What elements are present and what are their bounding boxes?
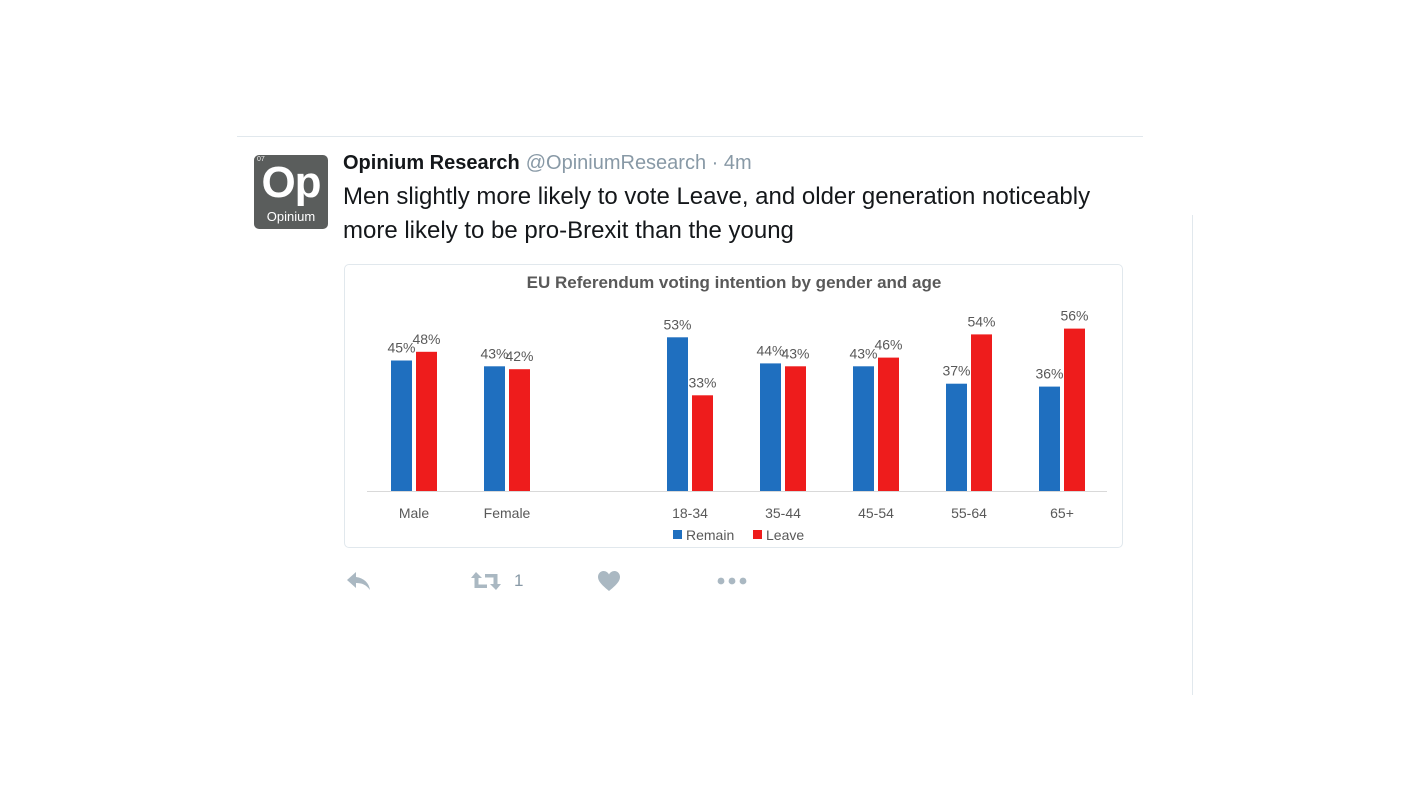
x-tick-label: 65+ bbox=[1050, 505, 1074, 521]
bar-remain-45-54 bbox=[853, 366, 874, 491]
data-label-remain-65+: 36% bbox=[1035, 366, 1063, 382]
retweet-icon bbox=[471, 572, 501, 590]
display-name[interactable]: Opinium Research bbox=[343, 152, 520, 174]
data-label-leave-female: 42% bbox=[505, 348, 533, 364]
timestamp[interactable]: 4m bbox=[723, 152, 752, 174]
data-label-leave-18-34: 33% bbox=[688, 374, 716, 390]
data-label-leave-55-64: 54% bbox=[967, 313, 995, 329]
like-button[interactable] bbox=[596, 566, 622, 596]
data-label-leave-65+: 56% bbox=[1060, 308, 1088, 324]
bar-leave-18-34 bbox=[692, 395, 713, 491]
tweet-header: Opinium Research @OpiniumResearch · 4m bbox=[343, 152, 752, 176]
data-label-leave-35-44: 43% bbox=[781, 345, 809, 361]
tweet-media[interactable]: EU Referendum voting intention by gender… bbox=[344, 264, 1123, 548]
bar-leave-female bbox=[509, 369, 530, 491]
data-label-remain-45-54: 43% bbox=[849, 345, 877, 361]
legend-swatch-leave bbox=[753, 530, 762, 539]
bar-remain-18-34 bbox=[667, 337, 688, 491]
avatar-name: Opinium bbox=[266, 209, 316, 224]
separator: · bbox=[711, 152, 719, 174]
bar-leave-male bbox=[416, 351, 437, 491]
chart-title: EU Referendum voting intention by gender… bbox=[527, 273, 942, 292]
bar-leave-55-64 bbox=[971, 334, 992, 491]
more-icon bbox=[717, 577, 747, 585]
bar-remain-55-64 bbox=[946, 383, 967, 491]
top-divider bbox=[237, 136, 1143, 137]
bar-leave-35-44 bbox=[785, 366, 806, 491]
bar-remain-65+ bbox=[1039, 386, 1060, 491]
data-label-remain-female: 43% bbox=[480, 345, 508, 361]
legend-swatch-remain bbox=[673, 530, 682, 539]
bar-leave-65+ bbox=[1064, 328, 1085, 491]
tweet-text: Men slightly more likely to vote Leave, … bbox=[343, 183, 1091, 244]
x-tick-label: Male bbox=[399, 505, 430, 521]
right-divider bbox=[1192, 215, 1193, 695]
legend-label-leave: Leave bbox=[766, 527, 804, 543]
retweet-count: 1 bbox=[514, 571, 524, 590]
chart: EU Referendum voting intention by gender… bbox=[367, 273, 1107, 543]
data-label-remain-18-34: 53% bbox=[663, 316, 691, 332]
data-label-leave-45-54: 46% bbox=[874, 337, 902, 353]
data-label-remain-55-64: 37% bbox=[942, 363, 970, 379]
more-button[interactable] bbox=[716, 566, 748, 596]
x-tick-label: 18-34 bbox=[672, 505, 708, 521]
bar-remain-male bbox=[391, 360, 412, 491]
bar-remain-female bbox=[484, 366, 505, 491]
x-tick-label: 55-64 bbox=[951, 505, 987, 521]
avatar-number: 07 bbox=[257, 156, 265, 163]
handle[interactable]: @OpiniumResearch bbox=[525, 152, 707, 174]
x-tick-label: Female bbox=[484, 505, 531, 521]
data-label-leave-male: 48% bbox=[412, 331, 440, 347]
avatar-symbol: Op bbox=[261, 158, 321, 207]
data-label-remain-35-44: 44% bbox=[756, 342, 784, 358]
bar-leave-45-54 bbox=[878, 357, 899, 491]
heart-icon bbox=[598, 571, 620, 591]
retweet-button[interactable]: 1 bbox=[470, 566, 523, 596]
x-tick-label: 35-44 bbox=[765, 505, 801, 521]
avatar[interactable]: 07 Op Opinium bbox=[254, 155, 328, 229]
x-tick-label: 45-54 bbox=[858, 505, 894, 521]
reply-icon bbox=[347, 572, 370, 590]
bar-remain-35-44 bbox=[760, 363, 781, 491]
data-label-remain-male: 45% bbox=[387, 340, 415, 356]
legend-label-remain: Remain bbox=[686, 527, 734, 543]
reply-button[interactable] bbox=[344, 566, 372, 596]
